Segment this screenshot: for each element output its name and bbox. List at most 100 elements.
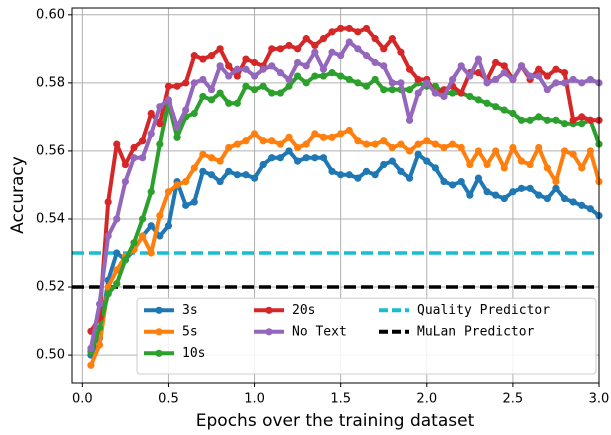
point: [543, 72, 551, 80]
point: [319, 133, 328, 141]
point: [311, 72, 319, 80]
legend-label: 20s: [292, 303, 315, 318]
point: [483, 160, 491, 169]
point: [250, 174, 259, 182]
point: [560, 69, 569, 77]
point: [242, 171, 250, 179]
point: [371, 35, 379, 43]
point: [216, 157, 224, 165]
point: [380, 45, 388, 53]
point: [345, 24, 353, 33]
point: [319, 72, 328, 80]
legend-marker: [155, 349, 163, 357]
point: [526, 160, 534, 169]
point: [371, 58, 379, 67]
point: [242, 137, 250, 145]
legend-label: 10s: [182, 346, 205, 361]
x-tick-label: 1.0: [244, 392, 265, 407]
point: [492, 103, 500, 111]
point: [225, 143, 233, 152]
point: [311, 154, 319, 162]
point: [182, 201, 190, 209]
point: [130, 239, 138, 247]
point: [380, 160, 388, 169]
x-tick-label: 1.5: [330, 392, 351, 407]
point: [380, 62, 388, 70]
point: [294, 58, 302, 67]
legend-label: No Text: [292, 324, 347, 339]
point: [164, 222, 173, 230]
point: [276, 69, 284, 77]
point: [431, 164, 439, 172]
point: [121, 160, 129, 169]
point: [388, 79, 396, 87]
point: [199, 75, 207, 84]
point: [423, 137, 431, 145]
point: [405, 116, 414, 124]
point: [535, 65, 543, 73]
point: [569, 198, 577, 206]
point: [431, 140, 439, 148]
point: [225, 62, 233, 70]
point: [285, 75, 293, 84]
y-axis-label: Accuracy: [8, 156, 28, 234]
point: [130, 143, 138, 152]
point: [190, 164, 198, 172]
point: [216, 45, 224, 53]
point: [578, 164, 586, 172]
point: [113, 280, 121, 288]
point: [268, 137, 276, 145]
point: [354, 28, 362, 36]
point: [104, 290, 112, 298]
legend-box: [136, 297, 597, 375]
point: [457, 62, 465, 70]
point: [483, 79, 491, 87]
point: [380, 137, 388, 145]
point: [337, 130, 345, 138]
point: [216, 62, 224, 70]
point: [173, 82, 181, 90]
point: [337, 171, 345, 179]
point: [328, 133, 336, 141]
point: [578, 79, 586, 87]
point: [302, 154, 310, 162]
point: [509, 188, 517, 196]
point: [449, 75, 457, 84]
point: [130, 154, 138, 162]
point: [156, 211, 164, 220]
point: [113, 266, 121, 274]
point: [147, 249, 155, 257]
legend-marker: [265, 306, 273, 314]
point: [431, 89, 439, 97]
point: [586, 147, 594, 155]
point: [207, 171, 216, 179]
point: [199, 167, 207, 175]
point: [414, 140, 422, 148]
point: [182, 106, 190, 114]
point: [250, 58, 259, 67]
legend-label: 5s: [182, 324, 198, 339]
point: [457, 177, 465, 186]
point: [492, 58, 500, 67]
point: [207, 154, 216, 162]
point: [500, 194, 508, 203]
point: [207, 96, 216, 104]
point: [560, 194, 569, 203]
point: [233, 72, 241, 80]
point: [362, 82, 371, 90]
point: [466, 72, 474, 80]
point: [173, 123, 181, 131]
point: [147, 109, 155, 118]
point: [199, 92, 207, 101]
point: [104, 198, 112, 206]
point: [345, 38, 353, 46]
point: [354, 137, 362, 145]
point: [362, 24, 371, 33]
point: [457, 143, 465, 152]
x-axis-label: Epochs over the training dataset: [196, 411, 475, 431]
point: [276, 89, 284, 97]
point: [423, 79, 431, 87]
point: [319, 154, 328, 162]
point: [474, 55, 483, 63]
point: [560, 147, 569, 155]
